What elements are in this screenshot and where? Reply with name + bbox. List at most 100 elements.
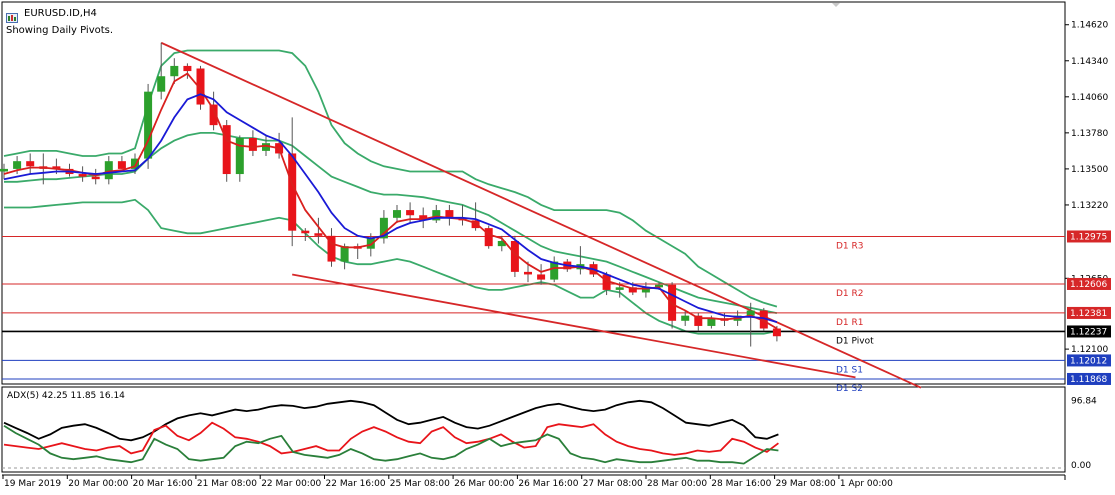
bollinger-upper-line bbox=[3, 49, 778, 308]
candle-body bbox=[52, 166, 61, 169]
candle-body bbox=[694, 315, 703, 326]
time-axis-label-7: 26 Mar 00:00 bbox=[454, 479, 514, 489]
candle-body bbox=[157, 76, 166, 92]
candle-body bbox=[117, 161, 126, 169]
time-axis-label-9: 27 Mar 08:00 bbox=[583, 479, 643, 489]
price-axis-label-2: 1.14060 bbox=[1071, 93, 1108, 103]
candle-body bbox=[196, 68, 205, 105]
time-axis-label-1: 20 Mar 00:00 bbox=[68, 479, 128, 489]
candle-body bbox=[248, 138, 257, 151]
shift-marker-icon bbox=[832, 3, 840, 7]
adx-axis-label-0: 96.84 bbox=[1071, 396, 1097, 406]
time-axis-label-0: 19 Mar 2019 bbox=[4, 479, 61, 489]
candle-body bbox=[484, 228, 493, 247]
adx-series-adx-line bbox=[3, 399, 779, 442]
candle-body bbox=[209, 104, 218, 126]
pivot-price-badge-4 bbox=[1067, 354, 1111, 367]
adx-chart-frame bbox=[1, 386, 1066, 473]
slow-moving-average-line bbox=[3, 93, 778, 323]
candle-body bbox=[681, 315, 690, 321]
pivot-name-5: D1 S2 bbox=[836, 384, 863, 394]
time-axis-line bbox=[2, 474, 1066, 480]
candle-body bbox=[366, 238, 375, 249]
time-axis-label-13: 1 Apr 00:00 bbox=[840, 479, 893, 489]
candle-body bbox=[746, 310, 755, 316]
adx-axis-label-1: 0.00 bbox=[1071, 461, 1091, 471]
pivot-name-2: D1 R1 bbox=[836, 318, 864, 328]
pivot-price-badge-1 bbox=[1067, 277, 1111, 290]
candle-body bbox=[550, 261, 559, 280]
candle-body bbox=[406, 210, 415, 216]
candle-body bbox=[13, 161, 22, 169]
candle-body bbox=[524, 271, 532, 275]
time-axis-label-4: 22 Mar 00:00 bbox=[261, 479, 321, 489]
pivot-name-0: D1 R3 bbox=[836, 241, 864, 251]
candle-body bbox=[104, 161, 113, 180]
pivot-price-label-4: 1.12012 bbox=[1070, 356, 1107, 366]
candle-body bbox=[432, 210, 441, 221]
adx-indicator-label: ADX(5) 42.25 11.85 16.14 bbox=[7, 391, 125, 401]
chart-subtitle: Showing Daily Pivots. bbox=[6, 25, 114, 36]
candle-body bbox=[26, 161, 35, 167]
price-axis-label-3: 1.13780 bbox=[1071, 129, 1108, 139]
candle-body bbox=[655, 284, 663, 288]
candle-body bbox=[707, 318, 716, 326]
candle-body bbox=[170, 65, 179, 77]
time-axis-label-6: 25 Mar 08:00 bbox=[390, 479, 450, 489]
adx-series-minus-di-line bbox=[3, 424, 779, 465]
resistance-trendline bbox=[160, 41, 922, 389]
candle-body bbox=[510, 240, 519, 272]
pivot-name-4: D1 S1 bbox=[836, 365, 863, 375]
candle-body bbox=[393, 210, 401, 218]
time-axis-label-3: 21 Mar 08:00 bbox=[197, 479, 257, 489]
pivot-price-badge-5 bbox=[1067, 372, 1111, 385]
pivot-name-3: D1 Pivot bbox=[836, 336, 874, 346]
time-axis-label-8: 26 Mar 16:00 bbox=[518, 479, 578, 489]
candle-body bbox=[144, 91, 153, 159]
time-axis-label-12: 29 Mar 08:00 bbox=[776, 479, 836, 489]
candle-body bbox=[183, 65, 192, 72]
candle-body bbox=[301, 230, 310, 234]
pivot-price-label-1: 1.12606 bbox=[1070, 280, 1107, 290]
candle-body bbox=[641, 287, 650, 293]
bollinger-lower-line bbox=[4, 198, 778, 335]
bollinger-middle-line bbox=[4, 132, 778, 314]
candle-body bbox=[0, 168, 8, 172]
price-axis-label-7: 1.12100 bbox=[1071, 345, 1108, 355]
candle-body bbox=[288, 153, 297, 231]
candle-body bbox=[222, 125, 231, 175]
candle-body bbox=[340, 246, 349, 262]
candle-body bbox=[602, 274, 611, 290]
candle-body bbox=[772, 328, 781, 337]
candle-body bbox=[537, 274, 546, 280]
candle-body bbox=[419, 215, 428, 221]
pivot-name-1: D1 R2 bbox=[836, 289, 864, 299]
adx-indicator-name: ADX(5) bbox=[7, 391, 40, 401]
candle-body bbox=[615, 287, 624, 290]
time-axis-label-11: 28 Mar 16:00 bbox=[711, 479, 771, 489]
time-axis-label-5: 22 Mar 16:00 bbox=[326, 479, 386, 489]
pivot-price-label-2: 1.12381 bbox=[1070, 309, 1107, 319]
candle-body bbox=[379, 217, 388, 239]
candle-body bbox=[314, 233, 323, 236]
chart-title: EURUSD.ID,H4 bbox=[24, 8, 97, 19]
candle-body bbox=[497, 240, 506, 247]
pivot-price-label-5: 1.11868 bbox=[1070, 375, 1107, 385]
pivot-price-label-0: 1.12975 bbox=[1070, 232, 1107, 242]
candle-body bbox=[628, 287, 637, 293]
pivot-price-badge-0 bbox=[1067, 230, 1111, 243]
candle-body bbox=[327, 235, 336, 262]
chart-window-icon bbox=[6, 8, 18, 23]
price-axis-label-5: 1.13220 bbox=[1071, 201, 1108, 211]
candle-body bbox=[471, 220, 480, 229]
candle-body bbox=[262, 143, 270, 151]
candle-body bbox=[91, 176, 100, 180]
candle-body bbox=[78, 174, 87, 177]
pivot-price-label-3: 1.12237 bbox=[1070, 327, 1107, 337]
adx-series-plusminus-di-line bbox=[3, 421, 779, 456]
candle-body bbox=[759, 310, 768, 329]
price-axis-label-0: 1.14620 bbox=[1071, 21, 1108, 31]
adx-indicator-values: 42.25 11.85 16.14 bbox=[41, 391, 125, 401]
time-axis-label-10: 28 Mar 00:00 bbox=[647, 479, 707, 489]
